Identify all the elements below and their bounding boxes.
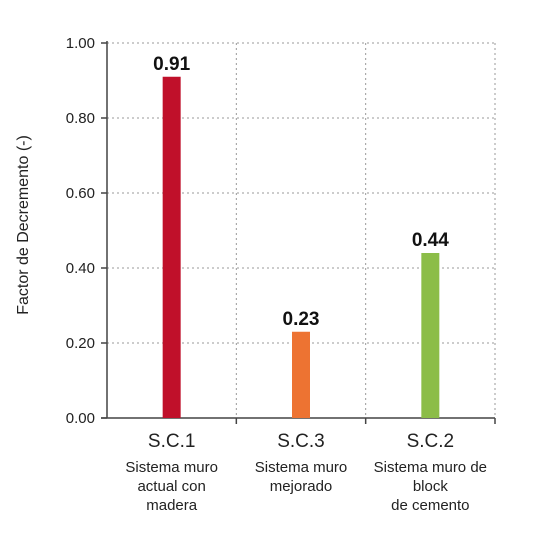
bar [162,76,181,418]
y-tick-label: 0.80 [66,110,95,127]
category-description-line: actual con [137,478,205,495]
bar [421,253,440,418]
category-description-line: mejorado [270,478,333,495]
y-tick-label: 1.00 [66,35,95,52]
data-label: 0.23 [283,309,320,330]
y-tick-label: 0.20 [66,335,95,352]
data-label: 0.91 [153,54,190,75]
bar [292,331,310,418]
category-description-line: Sistema muro [125,459,218,476]
category-code-label: S.C.3 [277,431,325,452]
data-label: 0.44 [412,230,449,251]
labels: 0.00 0.20 0.40 0.60 0.80 1.00 0.91 S.C.1 Sistema… [66,35,487,514]
y-tick-label: 0.00 [66,410,95,427]
category-description-line: Sistema muro de [374,459,487,476]
category-code-label: S.C.1 [148,431,196,452]
category-description-line: block [413,478,449,495]
category-code-label: S.C.2 [407,431,455,452]
bars [162,76,440,418]
category-description-line: Sistema muro [255,459,348,476]
category-description-line: madera [146,497,198,514]
y-axis-label: Factor de Decremento (-) [15,135,32,315]
y-tick-label: 0.40 [66,260,95,277]
y-tick-label: 0.60 [66,185,95,202]
category-description-line: de cemento [391,497,469,514]
